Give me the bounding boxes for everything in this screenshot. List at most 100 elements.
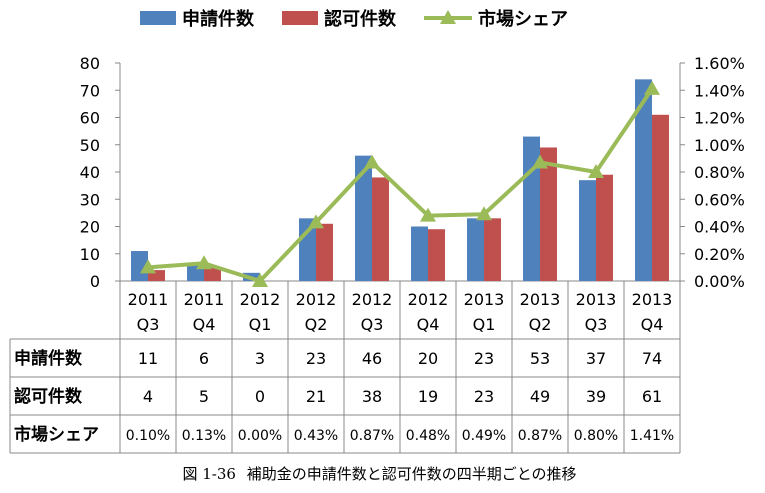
share-marker (420, 207, 436, 222)
table-cell: 0.87% (350, 428, 394, 444)
table-cell: 0.48% (406, 428, 450, 444)
y-right-tick-label: 1.60% (694, 54, 745, 73)
bar-approvals (204, 267, 221, 281)
table-cell: 0.87% (518, 428, 562, 444)
y-left-tick-label: 40 (80, 163, 100, 182)
y-left-tick-label: 60 (80, 109, 100, 128)
category-quarter-label: Q1 (249, 315, 272, 334)
bar-applications (467, 218, 484, 281)
y-left-tick-label: 80 (80, 54, 100, 73)
table-cell: 23 (306, 349, 326, 368)
table-row-label: 市場シェア (14, 424, 99, 445)
table-cell: 0.80% (574, 428, 618, 444)
table-cell: 74 (642, 349, 662, 368)
table-cell: 23 (474, 349, 494, 368)
category-quarter-label: Q4 (641, 315, 664, 334)
category-year-label: 2012 (352, 290, 393, 309)
legend-swatch-marker (440, 10, 456, 24)
table-cell: 39 (586, 387, 606, 406)
category-quarter-label: Q2 (305, 315, 328, 334)
y-left-tick-label: 30 (80, 190, 100, 209)
category-year-label: 2013 (576, 290, 617, 309)
combo-chart: 010203040506070800.00%0.20%0.40%0.60%0.8… (9, 8, 745, 454)
table-cell: 6 (199, 349, 209, 368)
table-cell: 5 (199, 387, 209, 406)
share-marker (532, 154, 548, 169)
table-cell: 0.10% (126, 428, 170, 444)
y-right-tick-label: 1.20% (694, 109, 745, 128)
table-cell: 4 (143, 387, 153, 406)
y-left-tick-label: 0 (90, 272, 100, 291)
table-cell: 49 (530, 387, 550, 406)
table-cell: 20 (418, 349, 438, 368)
share-marker (252, 273, 268, 287)
y-right-tick-label: 1.00% (694, 136, 745, 155)
table-cell: 0.13% (182, 428, 226, 444)
share-marker (588, 164, 604, 178)
y-right-tick-label: 0.60% (694, 190, 745, 209)
bar-applications (355, 155, 372, 281)
bar-approvals (316, 223, 333, 281)
table-cell: 11 (138, 349, 158, 368)
bar-applications (635, 79, 652, 281)
caption-label: 図 1-36 (182, 465, 236, 483)
category-quarter-label: Q3 (361, 315, 384, 334)
category-year-label: 2013 (632, 290, 673, 309)
table-row-label: 申請件数 (14, 348, 83, 369)
table-cell: 46 (362, 349, 382, 368)
category-year-label: 2011 (128, 290, 169, 309)
legend-label: 認可件数 (324, 8, 397, 30)
legend-label: 市場シェア (478, 8, 568, 30)
bar-approvals (652, 114, 669, 282)
bar-approvals (540, 147, 557, 281)
y-right-tick-label: 0.20% (694, 245, 745, 264)
table-cell: 0 (255, 387, 265, 406)
y-right-tick-label: 0.00% (694, 272, 745, 291)
y-right-tick-label: 0.40% (694, 218, 745, 237)
y-right-tick-label: 0.80% (694, 163, 745, 182)
bar-applications (411, 226, 428, 281)
table-cell: 38 (362, 387, 382, 406)
share-marker (196, 255, 212, 270)
y-left-tick-label: 10 (80, 245, 100, 264)
category-year-label: 2012 (296, 290, 337, 309)
y-left-tick-label: 50 (80, 136, 100, 155)
bar-applications (523, 136, 540, 281)
legend-swatch (282, 11, 318, 25)
share-marker (644, 80, 660, 95)
y-left-tick-label: 70 (80, 81, 100, 100)
bar-approvals (596, 174, 613, 281)
table-cell: 0.00% (238, 428, 282, 444)
table-cell: 1.41% (630, 428, 674, 444)
category-year-label: 2012 (408, 290, 449, 309)
y-left-tick-label: 20 (80, 218, 100, 237)
table-cell: 61 (642, 387, 662, 406)
table-cell: 21 (306, 387, 326, 406)
caption-text: 補助金の申請件数と認可件数の四半期ごとの推移 (246, 465, 577, 483)
category-quarter-label: Q4 (417, 315, 440, 334)
share-marker (308, 214, 324, 229)
bar-applications (579, 180, 596, 281)
table-row-label: 認可件数 (14, 386, 83, 407)
share-marker (364, 154, 380, 169)
category-quarter-label: Q4 (193, 315, 216, 334)
category-year-label: 2013 (464, 290, 505, 309)
legend-label: 申請件数 (182, 8, 255, 30)
bar-approvals (372, 177, 389, 281)
table-cell: 0.43% (294, 428, 338, 444)
category-quarter-label: Q2 (529, 315, 552, 334)
share-marker (476, 206, 492, 221)
category-quarter-label: Q3 (137, 315, 160, 334)
bar-approvals (428, 229, 445, 281)
bar-approvals (484, 218, 501, 281)
table-cell: 53 (530, 349, 550, 368)
table-cell: 23 (474, 387, 494, 406)
bar-applications (131, 251, 148, 281)
category-year-label: 2012 (240, 290, 281, 309)
table-cell: 0.49% (462, 428, 506, 444)
category-quarter-label: Q3 (585, 315, 608, 334)
category-quarter-label: Q1 (473, 315, 496, 334)
table-cell: 3 (255, 349, 265, 368)
y-right-tick-label: 1.40% (694, 81, 745, 100)
